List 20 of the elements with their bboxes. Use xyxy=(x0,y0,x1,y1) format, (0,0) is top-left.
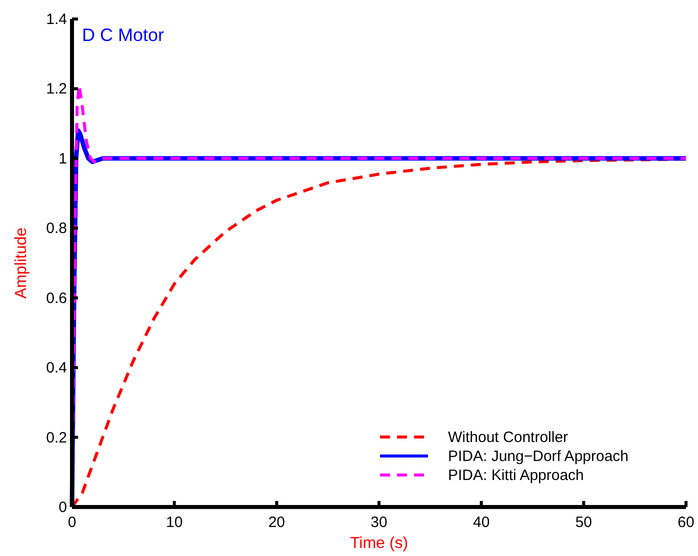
legend-label: PIDA: Jung−Dorf Approach xyxy=(448,448,629,465)
legend-label: Without Controller xyxy=(448,429,568,446)
y-axis-title: Amplitude xyxy=(13,227,30,299)
y-tick-label: 0 xyxy=(58,499,67,516)
chart-title: D C Motor xyxy=(82,25,164,45)
y-tick-label: 0.6 xyxy=(46,290,67,307)
x-tick-label: 50 xyxy=(575,514,592,531)
x-tick-label: 30 xyxy=(370,514,388,531)
legend-label: PIDA: Kitti Approach xyxy=(448,467,584,484)
y-tick-label: 1.2 xyxy=(46,80,67,98)
x-tick-label: 10 xyxy=(166,514,183,531)
x-axis-title: Time (s) xyxy=(350,535,408,552)
y-tick-label: 1.4 xyxy=(46,11,67,28)
y-tick-label: 0.2 xyxy=(46,429,67,446)
x-tick-label: 60 xyxy=(678,514,694,531)
y-tick-label: 1 xyxy=(58,150,67,168)
x-tick-label: 40 xyxy=(472,514,490,531)
y-tick-label: 0.4 xyxy=(46,360,67,377)
x-tick-label: 20 xyxy=(268,514,286,531)
y-tick-label: 0.8 xyxy=(46,220,67,238)
